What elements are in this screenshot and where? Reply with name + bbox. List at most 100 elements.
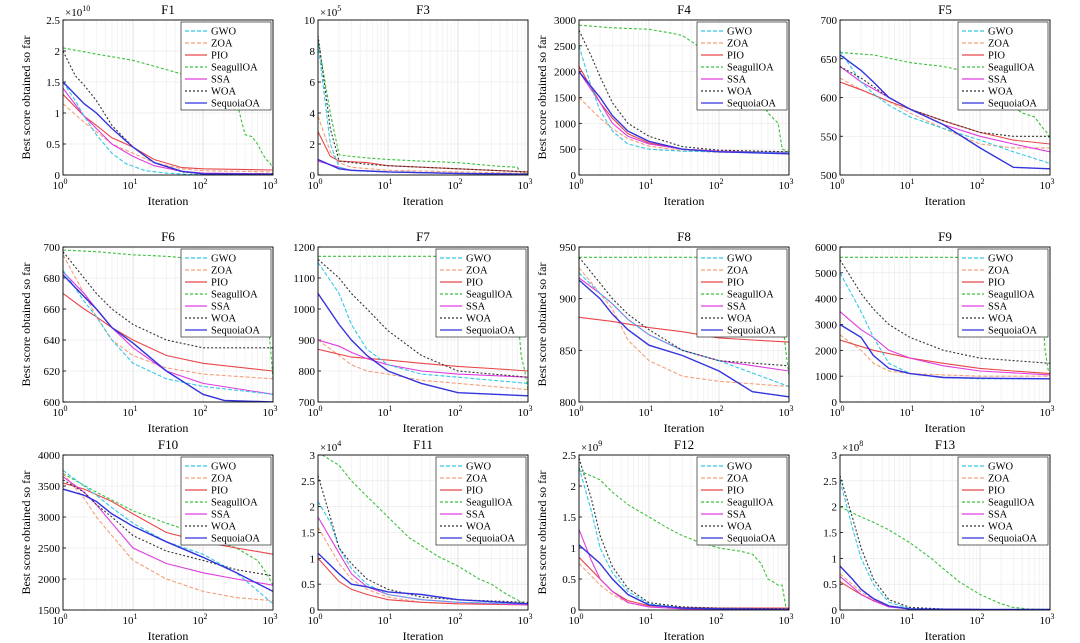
y-axis-label: Best score obtained so far (19, 471, 33, 595)
series-line-seagulloa (840, 256, 1050, 374)
series-line-sequoiaoa (318, 158, 528, 175)
series-line-pio (840, 339, 1050, 375)
y-tick-label: 500 (821, 170, 838, 182)
y-tick-label: 4000 (815, 294, 838, 306)
series-line-seagulloa (840, 506, 1050, 610)
y-tick-label: 5000 (815, 268, 838, 280)
y-tick-label: 680 (44, 273, 61, 285)
series-line-zoa (63, 473, 273, 602)
y-tick-label: 2 (310, 139, 316, 151)
y-tick-label: 2000 (815, 345, 838, 357)
series-line-ssa (63, 271, 273, 395)
y-tick-label: 640 (44, 335, 61, 347)
y-tick-label: 900 (560, 294, 577, 306)
legend-label-zoa: ZOA (466, 474, 488, 485)
legend-label-seagulloa: SeagullOA (466, 290, 513, 301)
y-tick-label: 650 (821, 54, 838, 66)
y-tick-label: 700 (821, 15, 838, 27)
legend-label-ssa: SSA (988, 510, 1008, 521)
series-line-woa (840, 475, 1050, 610)
y-tick-label: 1 (55, 108, 61, 120)
series-line-woa (579, 256, 789, 367)
x-tick-label: 100 (569, 177, 584, 192)
series-line-pio (318, 557, 528, 606)
x-tick-label: 102 (193, 612, 208, 627)
series-group (63, 470, 273, 605)
x-tick-label: 103 (518, 404, 533, 419)
y-tick-label: 500 (560, 144, 577, 156)
x-axis-label: Iteration (148, 194, 189, 208)
series-line-sequoiaoa (63, 488, 273, 593)
x-tick-label: 100 (308, 404, 323, 419)
series-line-gwo (63, 470, 273, 605)
x-tick-label: 102 (448, 404, 463, 419)
axis-multiplier: ×105 (320, 4, 341, 19)
x-tick-label: 100 (569, 612, 584, 627)
legend-label-woa: WOA (466, 314, 491, 325)
y-tick-label: 2.5 (46, 15, 60, 27)
axes-box (839, 454, 1051, 611)
series-line-zoa (318, 339, 528, 391)
y-tick-label: 0 (832, 397, 838, 409)
x-tick-label: 102 (709, 612, 724, 627)
chart-title: F3 (416, 2, 430, 17)
chart-title: F7 (416, 229, 430, 244)
chart-f13: 100 101 102 103 0 0.5 1 1.5 2 2.5 3 F13 Iteration ×10… (823, 437, 1054, 643)
legend-label-ssa: SSA (466, 302, 486, 313)
legend-label-zoa: ZOA (211, 474, 233, 485)
legend-label-gwo: GWO (211, 27, 236, 38)
chart-f7: 100 101 102 103 700 800 900 1000 1100 1200 F7 Itera… (293, 229, 533, 435)
series-line-pio (579, 556, 789, 609)
x-tick-label: 102 (970, 177, 985, 192)
y-tick-label: 2 (571, 481, 577, 493)
series-group (840, 50, 1050, 170)
series-line-zoa (579, 267, 789, 388)
y-tick-label: 6 (310, 77, 316, 89)
x-tick-label: 102 (709, 177, 724, 192)
x-tick-label: 102 (193, 177, 208, 192)
chart-title: F1 (161, 2, 175, 17)
x-tick-label: 101 (900, 404, 915, 419)
chart-title: F10 (158, 437, 178, 452)
y-tick-label: 1.5 (562, 512, 576, 524)
series-group (840, 475, 1050, 610)
series-line-seagulloa (63, 473, 273, 586)
legend-label-pio: PIO (466, 278, 483, 289)
legend-label-gwo: GWO (211, 254, 236, 265)
legend-label-zoa: ZOA (988, 266, 1010, 277)
x-tick-label: 102 (970, 612, 985, 627)
y-tick-label: 4000 (38, 450, 61, 462)
y-tick-label: 1500 (38, 605, 61, 617)
legend-label-woa: WOA (466, 522, 491, 533)
y-tick-label: 3000 (815, 320, 838, 332)
y-tick-label: 10 (304, 15, 316, 27)
series-line-sequoiaoa (318, 552, 528, 605)
y-tick-label: 800 (299, 366, 316, 378)
x-tick-label: 100 (569, 404, 584, 419)
x-tick-label: 101 (639, 404, 654, 419)
y-axis-label: Best score obtained so far (19, 36, 33, 160)
series-line-woa (318, 475, 528, 603)
legend-box (435, 456, 527, 546)
x-tick-label: 101 (639, 612, 654, 627)
y-tick-label: 2 (832, 502, 838, 514)
x-tick-label: 100 (308, 612, 323, 627)
x-tick-label: 100 (830, 404, 845, 419)
x-tick-label: 100 (830, 177, 845, 192)
series-line-gwo (840, 50, 1050, 164)
series-group (579, 24, 789, 155)
y-tick-label: 550 (821, 131, 838, 143)
axes-box (62, 454, 274, 611)
y-tick-label: 1200 (293, 242, 316, 254)
x-tick-label: 103 (263, 612, 278, 627)
x-axis-label: Iteration (664, 629, 705, 643)
legend-label-gwo: GWO (466, 462, 491, 473)
chart-title: F6 (161, 229, 175, 244)
series-line-ssa (318, 339, 528, 378)
legend-label-zoa: ZOA (727, 266, 749, 277)
x-tick-label: 102 (970, 404, 985, 419)
y-tick-label: 0 (55, 170, 61, 182)
legend-label-zoa: ZOA (211, 266, 233, 277)
